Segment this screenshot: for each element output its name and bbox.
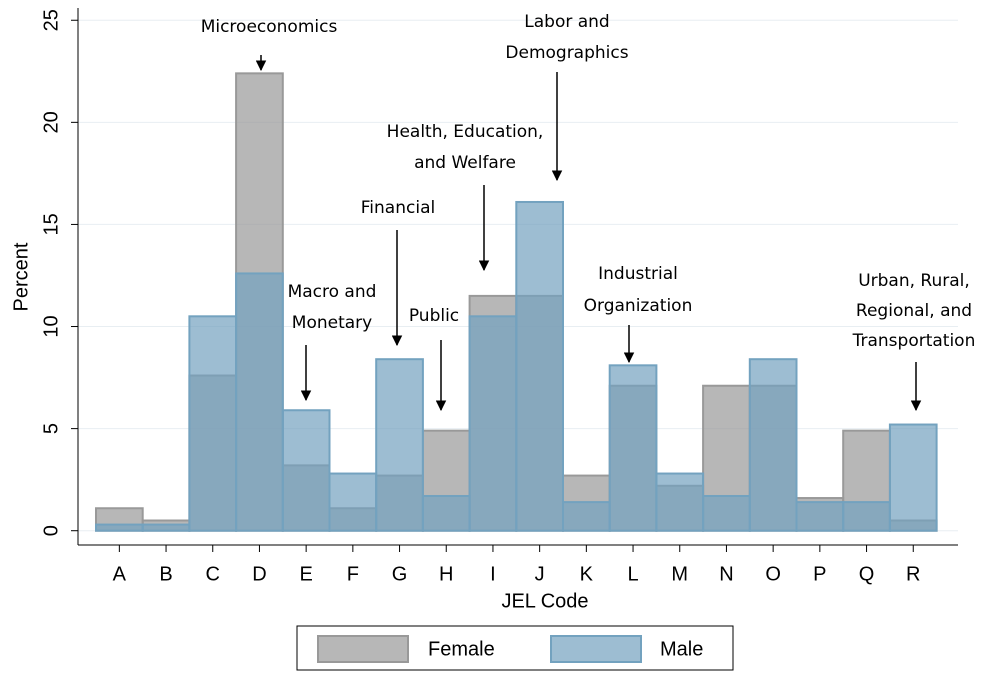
x-tick-label: B bbox=[159, 563, 172, 585]
annotation: Macro and bbox=[288, 282, 377, 302]
legend-label: Female bbox=[428, 638, 495, 660]
y-tick-label: 25 bbox=[40, 9, 62, 31]
annotation: Demographics bbox=[505, 43, 628, 63]
legend-swatch bbox=[317, 635, 409, 663]
annotation: Public bbox=[409, 306, 459, 326]
bar bbox=[562, 501, 611, 532]
bar bbox=[95, 523, 144, 532]
x-tick-label: Q bbox=[859, 563, 875, 585]
annotation: Organization bbox=[584, 296, 693, 316]
annotation: Labor and bbox=[524, 12, 609, 32]
bar bbox=[468, 315, 518, 532]
annotation: Industrial bbox=[598, 264, 678, 284]
bar bbox=[608, 364, 658, 532]
x-tick-label: O bbox=[765, 563, 781, 585]
x-tick-label: G bbox=[392, 563, 408, 585]
bar bbox=[421, 494, 471, 532]
annotation: Financial bbox=[361, 198, 435, 218]
x-tick-label: J bbox=[535, 563, 545, 585]
x-tick-label: R bbox=[906, 563, 920, 585]
x-tick-label: D bbox=[252, 563, 266, 585]
bar bbox=[375, 358, 424, 532]
y-tick-label: 5 bbox=[40, 423, 62, 434]
x-tick-label: P bbox=[813, 563, 826, 585]
bar bbox=[281, 409, 331, 532]
legend-swatch bbox=[550, 635, 642, 663]
y-tick-label: 15 bbox=[40, 213, 62, 235]
annotation: Urban, Rural, bbox=[858, 271, 970, 291]
annotation: Monetary bbox=[292, 313, 372, 333]
annotation: and Welfare bbox=[414, 153, 516, 173]
x-tick-label: N bbox=[719, 563, 733, 585]
y-tick-label: 10 bbox=[40, 315, 62, 337]
annotation: Regional, and bbox=[856, 301, 972, 321]
x-axis-title: JEL Code bbox=[501, 590, 588, 612]
x-tick-label: L bbox=[627, 563, 638, 585]
annotation: Health, Education, bbox=[387, 122, 544, 142]
bar bbox=[515, 200, 564, 532]
annotation: Microeconomics bbox=[201, 17, 338, 37]
x-tick-label: F bbox=[347, 563, 359, 585]
x-tick-label: H bbox=[439, 563, 453, 585]
y-tick-label: 0 bbox=[40, 525, 62, 536]
y-tick-label: 20 bbox=[40, 111, 62, 133]
annotation: Transportation bbox=[852, 331, 976, 351]
x-tick-label: I bbox=[490, 563, 496, 585]
x-tick-label: E bbox=[299, 563, 312, 585]
y-axis-title: Percent bbox=[10, 242, 32, 311]
bar bbox=[888, 423, 938, 532]
bar bbox=[795, 501, 845, 532]
bar bbox=[328, 472, 378, 532]
bar bbox=[842, 501, 891, 532]
x-tick-label: C bbox=[206, 563, 220, 585]
x-tick-label: A bbox=[113, 563, 127, 585]
x-tick-label: M bbox=[671, 563, 688, 585]
bar bbox=[748, 358, 798, 532]
bar bbox=[702, 494, 751, 532]
x-tick-label: K bbox=[580, 563, 594, 585]
bar bbox=[141, 523, 191, 532]
bar bbox=[235, 272, 284, 532]
bar bbox=[188, 315, 238, 532]
bar bbox=[655, 472, 705, 532]
legend-label: Male bbox=[660, 638, 703, 660]
